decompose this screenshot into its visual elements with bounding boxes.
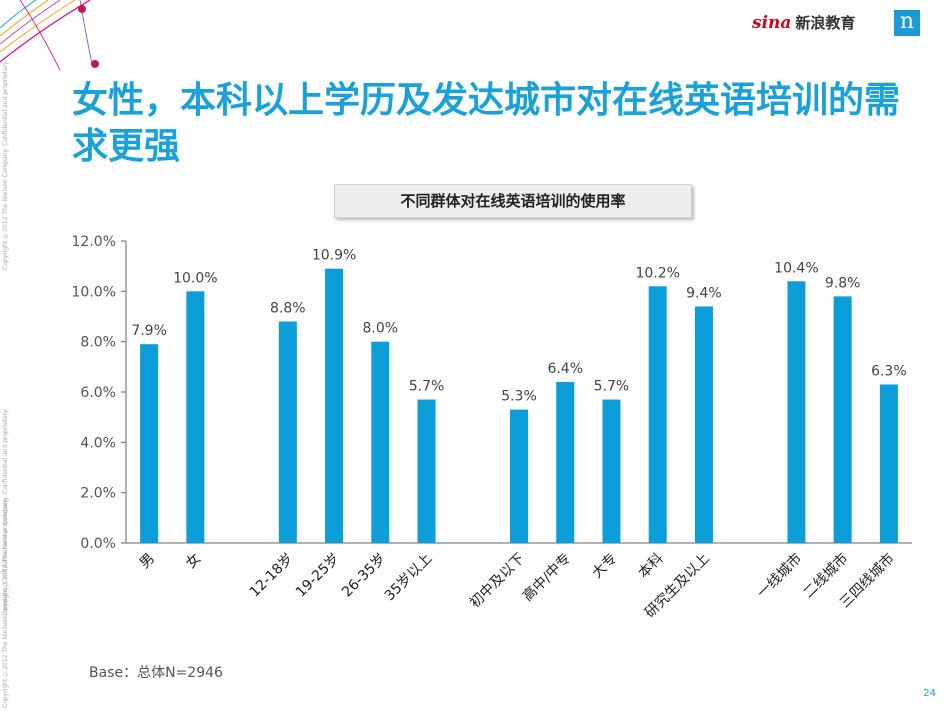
bar-value-label: 6.4% xyxy=(547,361,583,377)
y-tick-label: 12.0% xyxy=(72,234,116,250)
bar xyxy=(325,268,344,543)
bar-value-label: 5.7% xyxy=(594,379,630,395)
x-category-label: 本科 xyxy=(635,551,666,582)
bar-value-label: 5.7% xyxy=(409,379,445,395)
bar xyxy=(278,321,297,543)
bar xyxy=(833,296,852,543)
bar xyxy=(510,409,528,543)
y-tick-label: 0.0% xyxy=(80,536,116,552)
bar xyxy=(140,344,159,543)
x-category-label: 一线城市 xyxy=(754,550,806,602)
sina-logo-text: sina xyxy=(752,12,792,33)
decorative-arcs xyxy=(0,0,99,71)
bar-value-label: 9.8% xyxy=(825,275,861,291)
bar-value-label: 10.4% xyxy=(774,260,818,276)
page-title: 女性，本科以上学历及发达城市对在线英语培训的需求更强 xyxy=(72,80,901,167)
y-tick-label: 10.0% xyxy=(72,284,116,300)
bar-value-label: 10.2% xyxy=(635,265,679,281)
bar xyxy=(694,306,713,543)
y-tick-label: 2.0% xyxy=(80,486,116,502)
bar-value-label: 7.9% xyxy=(131,323,167,339)
base-note: Base：总体N=2946 xyxy=(89,665,223,681)
chart-title: 不同群体对在线英语培训的使用率 xyxy=(334,184,692,218)
bar xyxy=(648,286,667,543)
bar-value-label: 9.4% xyxy=(686,285,722,301)
bar-value-label: 8.8% xyxy=(270,301,306,317)
x-category-label: 12-18岁 xyxy=(247,551,297,601)
x-category-label: 高中/中专 xyxy=(519,550,574,605)
bar xyxy=(417,399,436,543)
bar-value-label: 8.0% xyxy=(363,321,399,337)
y-tick-label: 6.0% xyxy=(80,385,116,401)
x-category-label: 男 xyxy=(137,551,158,572)
y-tick-label: 8.0% xyxy=(80,335,116,351)
sina-edu-logo: sina 新浪教育 xyxy=(752,12,855,33)
bar-value-label: 10.9% xyxy=(312,248,356,264)
bar-value-label: 6.3% xyxy=(871,363,907,379)
sina-edu-label: 新浪教育 xyxy=(795,14,856,32)
bar xyxy=(556,381,575,543)
x-category-label: 女 xyxy=(182,550,204,572)
bar xyxy=(602,399,621,543)
x-category-label: 35岁以上 xyxy=(382,551,436,605)
page-number: 24 xyxy=(923,688,936,699)
y-tick-label: 4.0% xyxy=(80,435,116,451)
bar-value-label: 10.0% xyxy=(173,270,217,286)
bar xyxy=(787,281,806,543)
bar xyxy=(371,341,390,543)
nielsen-logo: n xyxy=(894,10,920,36)
bar xyxy=(879,384,898,543)
x-category-label: 大专 xyxy=(589,551,620,582)
x-category-label: 初中及以下 xyxy=(466,550,528,612)
bar-value-label: 5.3% xyxy=(501,389,537,405)
bar xyxy=(186,291,205,543)
x-category-label: 19-25岁 xyxy=(293,551,343,601)
